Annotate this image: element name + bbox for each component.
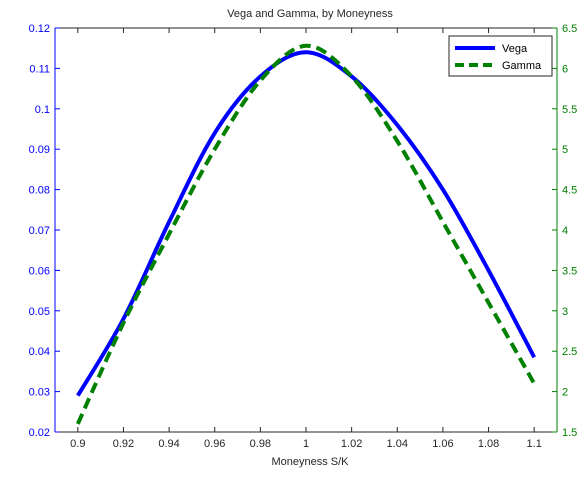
right-tick-label: 1.5 — [562, 427, 577, 439]
left-tick-label: 0.1 — [35, 104, 50, 116]
left-tick-label: 0.11 — [29, 63, 50, 75]
series-line-vega — [76, 50, 536, 397]
left-tick-label: 0.09 — [29, 144, 50, 156]
left-tick-label: 0.03 — [29, 387, 50, 399]
x-tick-label: 1.1 — [527, 438, 542, 450]
plot-area — [54, 27, 558, 433]
x-axis-label: Moneyness S/K — [271, 456, 349, 468]
left-tick-label: 0.08 — [29, 185, 50, 197]
right-tick-label: 5 — [562, 144, 568, 156]
right-tick-label: 2.5 — [562, 346, 577, 358]
right-tick-label: 6.5 — [562, 23, 577, 35]
x-tick-label: 0.98 — [250, 438, 271, 450]
legend-label-vega: Vega — [502, 43, 528, 55]
left-tick-label: 0.05 — [29, 306, 50, 318]
right-tick-label: 3 — [562, 306, 568, 318]
series-line-gamma — [75, 43, 536, 425]
right-tick-label: 4.5 — [562, 185, 577, 197]
left-axis-ticks: 0.02 0.03 0.04 0.05 0.06 0.07 0.08 0.09 0.1 0.11 0… — [29, 23, 60, 439]
left-tick-label: 0.12 — [29, 23, 50, 35]
legend-label-gamma: Gamma — [502, 60, 542, 72]
x-tick-label: 0.94 — [158, 438, 179, 450]
legend: Vega Gamma — [448, 35, 553, 77]
left-tick-label: 0.07 — [29, 225, 50, 237]
x-tick-label: 0.9 — [70, 438, 85, 450]
chart-title: Vega and Gamma, by Moneyness — [227, 8, 393, 20]
left-tick-label: 0.04 — [29, 346, 50, 358]
left-tick-label: 0.02 — [29, 427, 50, 439]
x-tick-label: 1.08 — [478, 438, 499, 450]
right-tick-label: 4 — [562, 225, 568, 237]
x-tick-label: 0.96 — [204, 438, 225, 450]
plot-background — [55, 28, 557, 432]
right-tick-label: 5.5 — [562, 104, 577, 116]
x-axis-ticks: 0.9 0.92 0.94 0.96 0.98 1 1.02 1.04 1.06 1.08 1.1 — [70, 28, 542, 450]
right-tick-label: 2 — [562, 387, 568, 399]
x-tick-label: 1.06 — [432, 438, 453, 450]
legend-box — [448, 35, 553, 77]
right-tick-label: 6 — [562, 63, 568, 75]
right-tick-label: 3.5 — [562, 265, 577, 277]
x-tick-label: 1.02 — [341, 438, 362, 450]
x-tick-label: 1 — [303, 438, 309, 450]
series-layer — [75, 43, 536, 425]
x-tick-label: 0.92 — [113, 438, 134, 450]
left-tick-label: 0.06 — [29, 265, 50, 277]
right-axis-ticks: 1.5 2 2.5 3 3.5 4 4.5 5 5.5 6 6.5 — [552, 23, 577, 439]
x-tick-label: 1.04 — [387, 438, 408, 450]
